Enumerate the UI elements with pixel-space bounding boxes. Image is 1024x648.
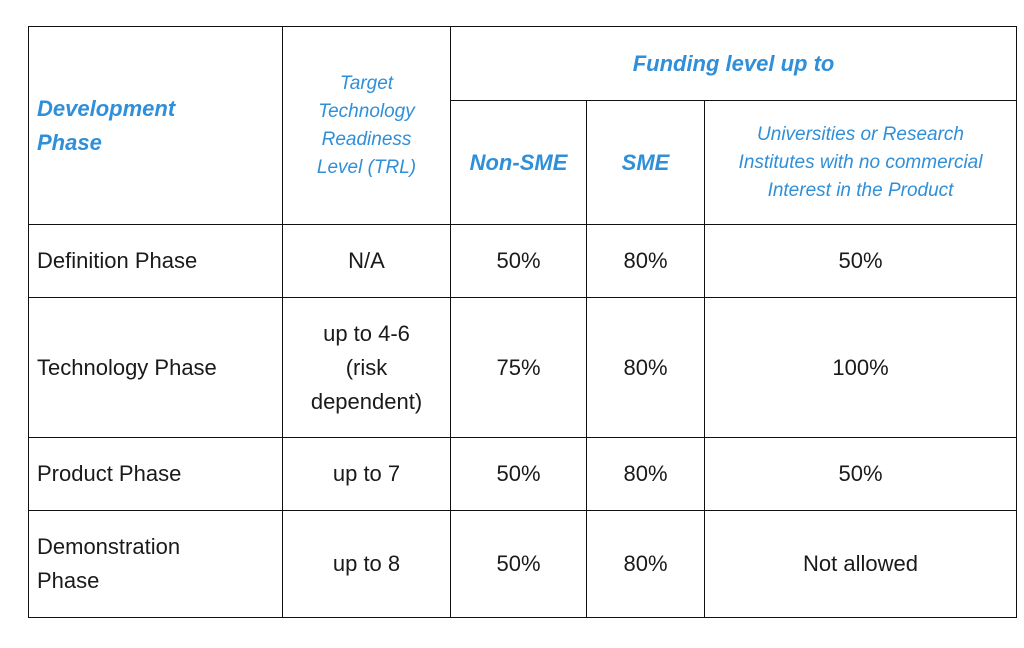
cell-non-sme: 50%	[450, 510, 587, 618]
cell-non-sme: 50%	[450, 224, 587, 298]
cell-sme: 80%	[586, 297, 705, 438]
cell-non-sme: 75%	[450, 297, 587, 438]
cell-non-sme: 50%	[450, 437, 587, 511]
header-sme: SME	[586, 100, 705, 225]
header-universities: Universities or Research Institutes with…	[703, 100, 1018, 225]
cell-universities: Not allowed	[703, 510, 1018, 618]
cell-trl: up to 8	[282, 510, 451, 618]
cell-phase-label: Demonstration Phase	[37, 534, 181, 593]
cell-universities: 100%	[703, 297, 1018, 438]
cell-trl-label: up to 4-6 (risk dependent)	[310, 320, 423, 414]
cell-universities: 50%	[703, 224, 1018, 298]
table-row: Demonstration Phase up to 8 50% 80% Not …	[28, 510, 1018, 618]
table-row: Product Phase up to 7 50% 80% 50%	[28, 437, 1018, 511]
cell-trl: up to 7	[282, 437, 451, 511]
header-development-phase-label: Development Phase	[37, 95, 176, 155]
header-universities-label: Universities or Research Institutes with…	[738, 123, 983, 201]
header-trl-label: Target Technology Readiness Level (TRL)	[316, 72, 417, 178]
header-development-phase: Development Phase	[28, 26, 283, 225]
cell-phase: Definition Phase	[28, 224, 283, 298]
cell-trl: N/A	[282, 224, 451, 298]
cell-phase: Product Phase	[28, 437, 283, 511]
funding-table: Development Phase Target Technology Read…	[28, 26, 1018, 618]
cell-sme: 80%	[586, 224, 705, 298]
header-row-bottom: Non-SME SME Universities or Research Ins…	[29, 100, 1018, 225]
cell-trl: up to 4-6 (risk dependent)	[282, 297, 451, 438]
table-row: Technology Phase up to 4-6 (risk depende…	[28, 297, 1018, 438]
cell-phase: Demonstration Phase	[28, 510, 283, 618]
header-trl: Target Technology Readiness Level (TRL)	[282, 26, 451, 225]
cell-phase: Technology Phase	[28, 297, 283, 438]
table-row: Definition Phase N/A 50% 80% 50%	[28, 224, 1018, 298]
header-non-sme: Non-SME	[450, 100, 587, 225]
cell-sme: 80%	[586, 510, 705, 618]
header-funding-level: Funding level up to	[449, 26, 1018, 101]
header-row-top: Development Phase Target Technology Read…	[28, 26, 1018, 225]
cell-universities: 50%	[703, 437, 1018, 511]
cell-sme: 80%	[586, 437, 705, 511]
